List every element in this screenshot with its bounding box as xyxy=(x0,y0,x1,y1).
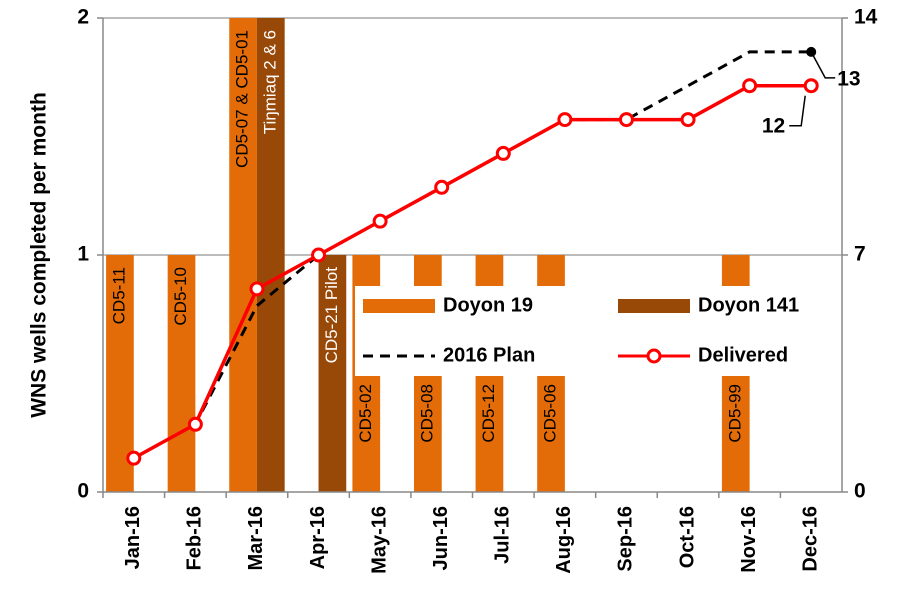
leader xyxy=(789,95,806,127)
x-tick-label: Jul-16 xyxy=(492,506,514,564)
legend-label: Delivered xyxy=(698,344,788,366)
bar-label: CD5-21 Pilot xyxy=(322,267,341,364)
marker xyxy=(249,281,265,297)
x-tick-label: Sep-16 xyxy=(615,506,637,572)
x-tick-label: Jan-16 xyxy=(122,506,144,569)
marker xyxy=(434,179,450,195)
x-tick-label: Nov-16 xyxy=(738,506,760,573)
bar-label: Tiŋmiaq 2 & 6 xyxy=(260,30,279,134)
bar xyxy=(318,255,347,492)
y-tick-label: 0 xyxy=(77,480,89,503)
bar-label: CD5-06 xyxy=(541,384,560,443)
bar xyxy=(229,18,257,492)
legend-label: 2016 Plan xyxy=(443,344,535,366)
bar-label: CD5-10 xyxy=(171,267,190,326)
x-tick-label: May-16 xyxy=(368,506,390,574)
marker xyxy=(126,450,142,466)
y-tick-label: 1 xyxy=(77,243,89,266)
x-tick-label: Feb-16 xyxy=(184,506,206,570)
y2-tick-label: 7 xyxy=(854,243,866,266)
x-tick-label: Dec-16 xyxy=(799,506,821,572)
legend-marker xyxy=(646,348,662,364)
x-tick-label: Jun-16 xyxy=(430,506,452,570)
x-tick-label: Mar-16 xyxy=(245,506,267,570)
marker xyxy=(372,213,388,229)
annotation: 12 xyxy=(762,114,785,137)
y-axis-label: WNS wells completed per month xyxy=(28,92,51,418)
bar-label: CD5-08 xyxy=(417,384,436,443)
legend-label: Doyon 141 xyxy=(698,294,799,316)
marker xyxy=(803,78,819,94)
bar-label: CD5-02 xyxy=(356,384,375,443)
marker xyxy=(187,416,203,432)
marker xyxy=(311,247,327,263)
x-tick-label: Apr-16 xyxy=(307,506,329,569)
y2-tick-label: 14 xyxy=(854,6,878,29)
annotation: 13 xyxy=(837,67,860,90)
bar xyxy=(167,255,196,492)
bar-label: CD5-12 xyxy=(479,384,498,443)
leader xyxy=(810,51,836,79)
y2-tick-label: 0 xyxy=(854,480,866,503)
marker xyxy=(680,112,696,128)
marker xyxy=(495,145,511,161)
legend-label: Doyon 19 xyxy=(443,294,533,316)
bar-label: CD5-99 xyxy=(725,384,744,443)
y-tick-label: 2 xyxy=(77,6,89,29)
x-tick-label: Aug-16 xyxy=(553,506,575,574)
line xyxy=(132,83,812,460)
legend-swatch xyxy=(363,299,435,313)
marker xyxy=(742,78,758,94)
bar-label: CD5-11 xyxy=(109,267,128,324)
bar-label: CD5-07 & CD5-01 xyxy=(233,30,252,168)
x-tick-label: Oct-16 xyxy=(676,506,698,568)
marker xyxy=(557,112,573,128)
legend xyxy=(355,286,840,376)
marker xyxy=(618,112,634,128)
bar xyxy=(256,18,285,492)
legend-swatch xyxy=(618,299,690,313)
